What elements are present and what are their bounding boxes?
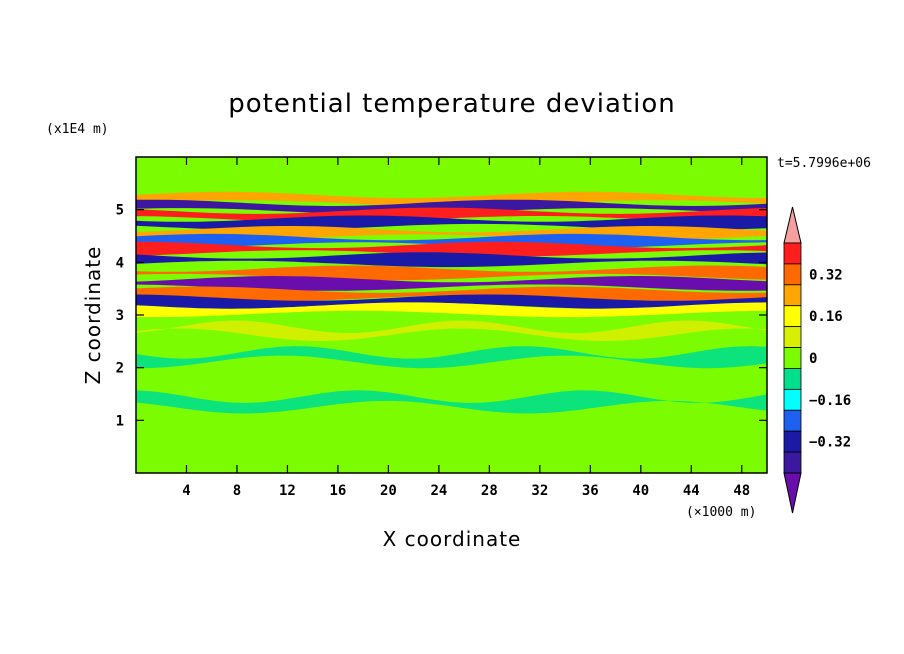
x-tick-label: 24 [430,483,447,499]
colorbar-segment [783,305,802,328]
field-band [136,199,767,215]
x-tick-label: 12 [279,483,296,499]
colorbar-segment [783,284,802,307]
x-tick-label: 4 [182,483,190,499]
x-tick-label: 16 [329,483,346,499]
field-band [136,276,767,291]
colorbar-segment [783,326,802,348]
field-band [136,252,767,268]
field-band [136,191,767,207]
colorbar-segment [783,430,802,453]
x-tick-label: 48 [733,483,750,499]
x-tick-label: 28 [481,483,498,499]
time-label: t=5.7996e+06 [777,156,871,171]
y-tick-label: 5 [116,203,124,219]
x-tick-label: 8 [233,483,241,499]
colorbar-tick-label: −0.32 [809,435,851,451]
y-tick-label: 4 [116,255,124,271]
x-unit-label: (×1000 m) [686,505,756,520]
x-tick-label: 44 [683,483,700,499]
y-tick-label: 2 [116,361,124,377]
colorbar-segment [783,388,802,411]
colorbar-tick-label: 0 [809,351,817,367]
field-band [136,241,767,257]
field-band [136,286,767,302]
field-band [136,294,767,310]
y-tick-label: 3 [116,308,124,324]
field-band [136,233,767,249]
field-band [136,346,767,369]
colorbar-segment [783,347,802,369]
x-tick-label: 40 [632,483,649,499]
x-axis-label: X coordinate [383,527,522,551]
x-tick-label: 20 [380,483,397,499]
y-tick-label: 1 [116,413,124,429]
colorbar-segment [783,368,802,390]
plot-area [136,157,767,473]
colorbar-segment [783,242,802,265]
colorbar-bottom-triangle [783,472,802,514]
y-unit-label: (x1E4 m) [46,122,109,137]
field-band [136,433,767,460]
colorbar-segment [783,409,802,432]
colorbar-tick-label: 0.32 [809,267,843,283]
colorbar-top-triangle [783,206,802,244]
colorbar-tick-label: −0.16 [809,393,851,409]
colorbar: 0.32 0.16 0 −0.16 −0.32 [783,206,851,514]
field-band [136,302,767,318]
colorbar-tick-label: 0.16 [809,309,843,325]
colorbar-segment [783,451,802,474]
chart-title: potential temperature deviation [228,89,675,119]
y-axis-label: Z coordinate [81,246,105,385]
x-tick-label: 36 [582,483,599,499]
colorbar-segment [783,263,802,286]
field-band [136,320,767,341]
x-tick-label: 32 [531,483,548,499]
field-band [136,390,767,414]
